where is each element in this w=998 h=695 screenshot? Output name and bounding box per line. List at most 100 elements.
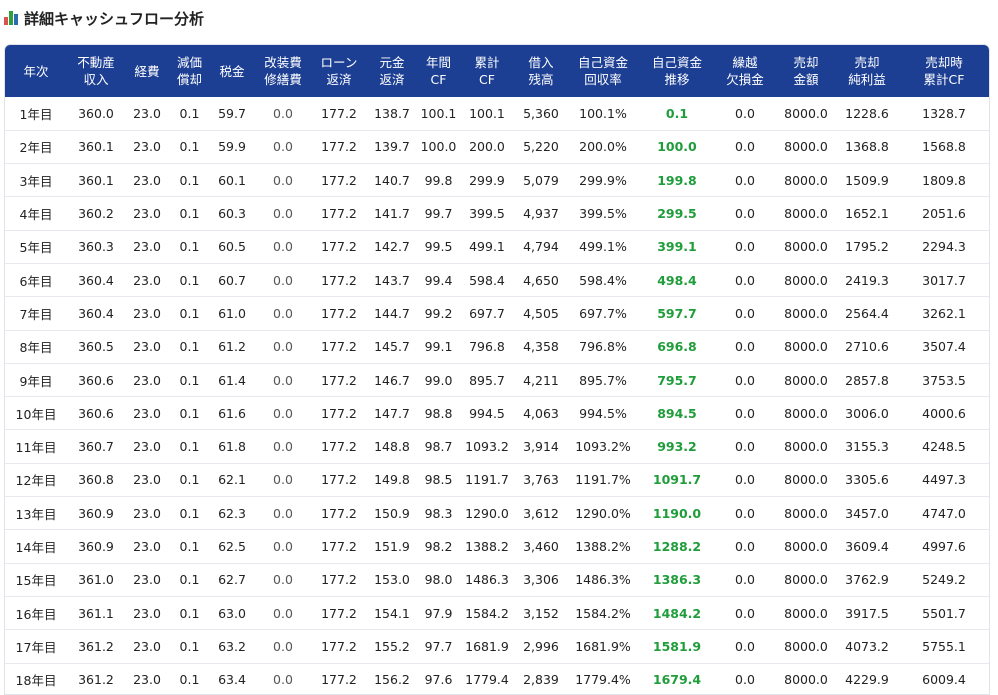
table-cell: 147.7	[374, 405, 410, 421]
table-cell: 8000.0	[784, 672, 828, 688]
table-cell: 0.0	[735, 172, 755, 188]
table-cell: 177.2	[321, 105, 357, 121]
bar-chart-icon	[4, 11, 18, 25]
table-cell: 177.2	[321, 539, 357, 554]
table-cell: 597.7	[657, 305, 697, 321]
table-header: 年次 不動産 収入 経費 減価 償却 税金 改装費 修繕費 ローン 返済 元金 返済 年間 CF…	[5, 45, 989, 97]
table-cell: 3年目	[19, 173, 53, 189]
table-cell: 499.1	[469, 239, 505, 255]
table-cell: 0.0	[273, 305, 293, 321]
table-cell: 4年目	[19, 207, 53, 223]
table-cell: 2419.3	[845, 272, 889, 288]
table-cell: 1091.7	[652, 472, 702, 488]
table-row: 8年目 360.5 23.0 0.1 61.2 0.0 177.2 145.7 99.1 796.…	[5, 330, 989, 364]
table-cell: 177.2	[321, 206, 357, 222]
table-cell: 360.4	[78, 272, 114, 288]
table-cell: 3017.7	[922, 272, 966, 288]
table-cell: 499.1%	[579, 239, 627, 255]
table-cell: 0.0	[735, 439, 755, 455]
table-cell: 60.1	[218, 172, 246, 188]
table-cell: 0.1	[179, 105, 200, 121]
table-cell: 3155.3	[845, 439, 889, 455]
table-cell: 100.0	[420, 139, 457, 155]
table-cell: 360.1	[78, 172, 114, 188]
table-cell: 153.0	[374, 572, 410, 588]
table-cell: 17年目	[15, 639, 57, 655]
table-cell: 23.0	[133, 539, 161, 554]
table-cell: 200.0%	[579, 139, 627, 155]
table-cell: 23.0	[133, 439, 161, 455]
table-cell: 61.6	[218, 405, 246, 421]
table-cell: 23.0	[133, 105, 161, 121]
table-cell: 23.0	[133, 305, 161, 321]
table-cell: 16年目	[15, 606, 57, 622]
table-cell: 0.1	[665, 105, 689, 121]
table-cell: 97.6	[424, 672, 453, 688]
table-cell: 0.1	[179, 439, 200, 455]
table-cell: 3,152	[523, 605, 559, 621]
table-cell: 0.0	[735, 339, 755, 355]
table-cell: 361.0	[78, 572, 114, 588]
table-cell: 23.0	[133, 239, 161, 255]
table-row: 18年目 361.2 23.0 0.1 63.4 0.0 177.2 156.2 97.6 177…	[5, 663, 989, 694]
table-cell: 4997.6	[922, 539, 966, 554]
column-header: 自己資金 推移	[651, 55, 702, 87]
table-cell: 139.7	[374, 139, 410, 155]
table-cell: 361.2	[78, 638, 114, 654]
table-cell: 1093.2	[465, 439, 509, 455]
table-cell: 0.0	[273, 272, 293, 288]
table-row: 16年目 361.1 23.0 0.1 63.0 0.0 177.2 154.1 97.9 158…	[5, 596, 989, 630]
table-cell: 5249.2	[922, 572, 966, 588]
table-cell: 99.5	[424, 239, 453, 255]
table-cell: 62.7	[218, 572, 246, 588]
table-cell: 3,460	[523, 539, 559, 554]
table-cell: 1652.1	[845, 206, 889, 222]
table-cell: 23.0	[133, 572, 161, 588]
table-cell: 12年目	[15, 473, 57, 489]
column-header: 減価 償却	[176, 55, 202, 87]
table-cell: 62.5	[218, 539, 246, 554]
table-cell: 360.9	[78, 505, 114, 521]
table-cell: 1681.9%	[575, 638, 631, 654]
table-cell: 177.2	[321, 372, 357, 388]
table-cell: 0.1	[179, 339, 200, 355]
table-cell: 0.0	[273, 638, 293, 654]
column-header: 年間 CF	[425, 55, 451, 87]
page-title: 詳細キャッシュフロー分析	[24, 9, 205, 28]
table-cell: 1779.4	[465, 672, 509, 688]
table-cell: 0.0	[273, 372, 293, 388]
table-cell: 177.2	[321, 505, 357, 521]
column-header: 売却時 累計CF	[923, 55, 965, 87]
table-cell: 15年目	[15, 573, 57, 589]
table-cell: 2,996	[523, 638, 559, 654]
table-cell: 23.0	[133, 372, 161, 388]
table-cell: 0.0	[735, 105, 755, 121]
cashflow-table-container: 年次 不動産 収入 経費 減価 償却 税金 改装費 修繕費 ローン 返済 元金 返済 年間 CF…	[4, 44, 990, 695]
table-cell: 156.2	[374, 672, 410, 688]
table-cell: 1290.0%	[575, 505, 631, 521]
table-cell: 177.2	[321, 605, 357, 621]
table-cell: 1679.4	[652, 672, 702, 688]
table-cell: 177.2	[321, 405, 357, 421]
table-cell: 0.0	[273, 339, 293, 355]
table-cell: 99.0	[424, 372, 453, 388]
table-cell: 0.1	[179, 605, 200, 621]
table-cell: 0.0	[735, 572, 755, 588]
column-header: ローン 返済	[320, 55, 358, 87]
table-cell: 5501.7	[922, 605, 966, 621]
table-cell: 98.0	[424, 572, 453, 588]
table-cell: 2051.6	[922, 206, 966, 222]
table-cell: 0.1	[179, 372, 200, 388]
table-row: 15年目 361.0 23.0 0.1 62.7 0.0 177.2 153.0 98.0 148…	[5, 563, 989, 597]
table-cell: 5,220	[523, 139, 559, 155]
table-cell: 8000.0	[784, 405, 828, 421]
table-cell: 177.2	[321, 239, 357, 255]
table-cell: 7年目	[19, 306, 53, 322]
table-cell: 0.0	[735, 272, 755, 288]
table-cell: 62.1	[218, 472, 246, 488]
table-cell: 4248.5	[922, 439, 966, 455]
table-row: 10年目 360.6 23.0 0.1 61.6 0.0 177.2 147.7 98.8 994…	[5, 397, 989, 430]
table-cell: 23.0	[133, 605, 161, 621]
table-cell: 0.0	[273, 539, 293, 554]
table-cell: 177.2	[321, 272, 357, 288]
